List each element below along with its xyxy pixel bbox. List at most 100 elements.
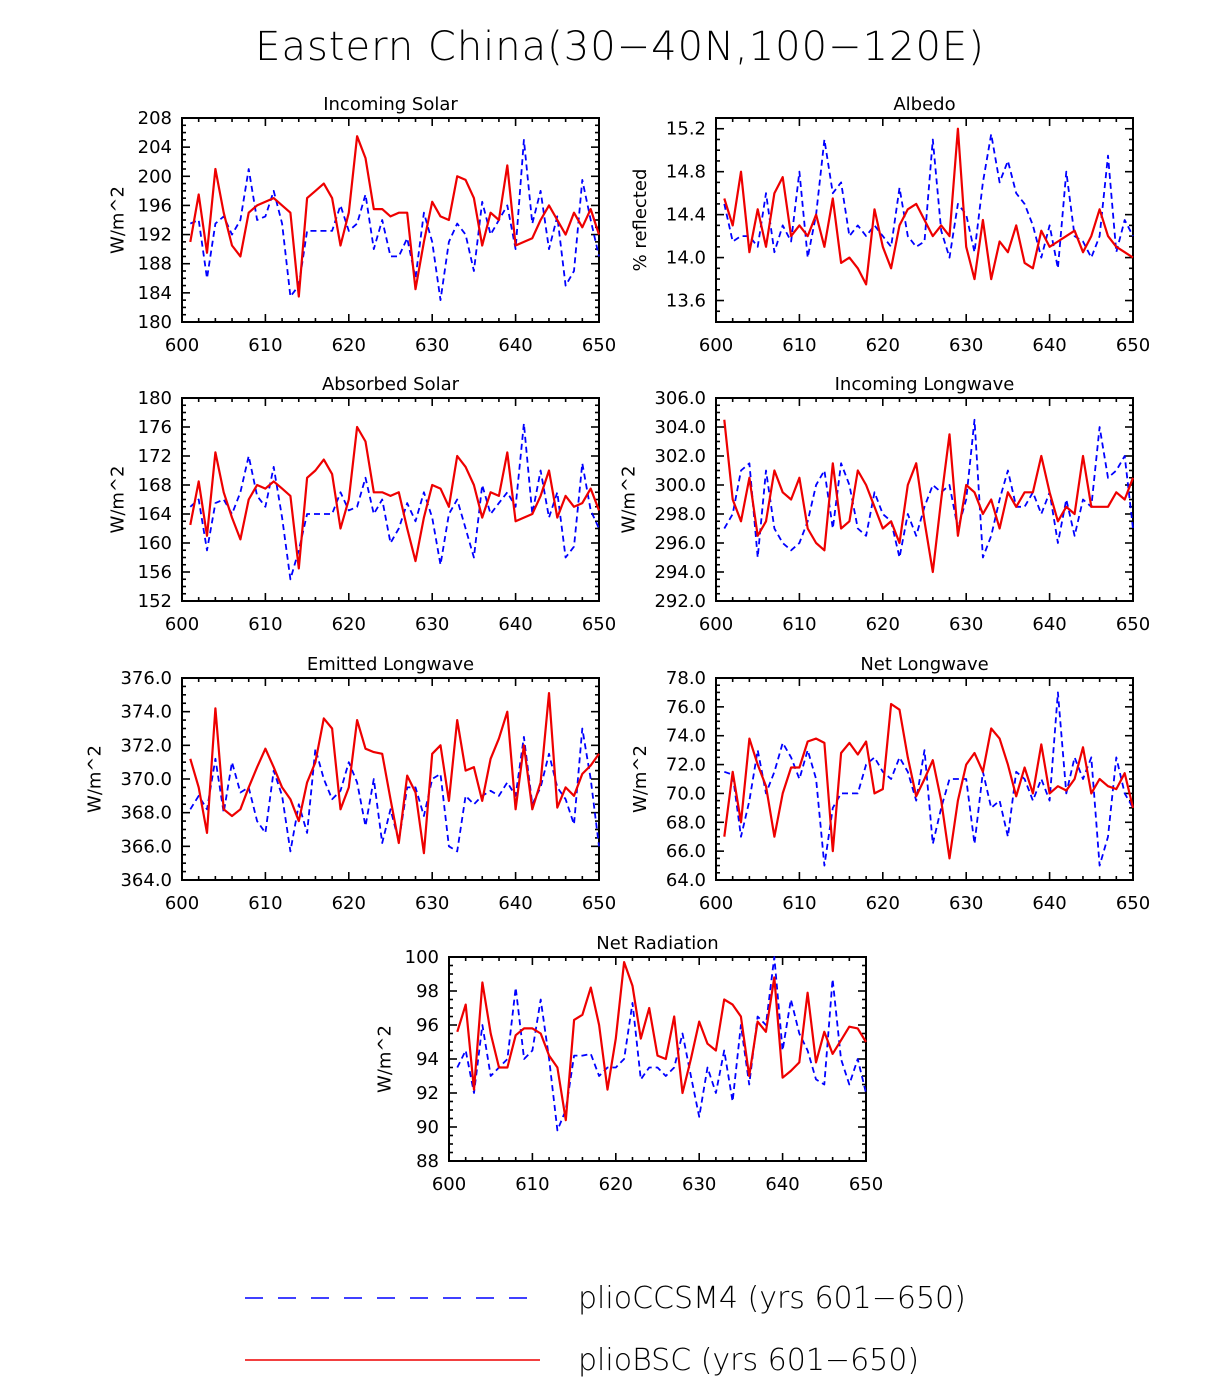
x-tick-label: 610 [782, 614, 816, 635]
y-tick-label: 180 [138, 388, 172, 409]
y-tick-label: 196 [138, 195, 172, 216]
y-tick-label: 164 [138, 504, 172, 525]
panels: 600 610 620 630 640 650 180 184 188 192 196 200 204 2… [85, 94, 1151, 1195]
x-tick-label: 610 [515, 1174, 549, 1195]
x-tick-label: 650 [849, 1174, 883, 1195]
series-line-plioccsm4 [724, 691, 1134, 867]
series-line-pliobsc [189, 425, 601, 570]
y-tick-label: 78.0 [666, 668, 706, 689]
series-line-plioccsm4 [189, 138, 600, 302]
y-tick-label: 296.0 [654, 533, 706, 554]
x-tick-label: 620 [599, 1174, 633, 1195]
y-tick-label: 64.0 [666, 870, 706, 891]
x-tick-label: 640 [498, 335, 532, 356]
x-tick-label: 620 [866, 335, 900, 356]
series-line-plioccsm4 [189, 422, 600, 581]
y-tick-label: 160 [138, 533, 172, 554]
series-line-pliobsc [723, 702, 1135, 860]
x-tick-label: 650 [582, 893, 616, 914]
legend: plioCCSM4 (yrs 601−650) plioBSC (yrs 601… [245, 1281, 966, 1378]
plot-frame [715, 117, 1134, 323]
x-tick-label: 620 [866, 893, 900, 914]
x-tick-label: 640 [1032, 893, 1066, 914]
plot-frame [715, 397, 1134, 602]
x-tick-label: 610 [248, 614, 282, 635]
plot-frame [181, 677, 600, 881]
y-axis-label: W/m^2 [630, 745, 651, 813]
panel-incoming-solar: 600 610 620 630 640 650 180 184 188 192 196 200 204 2… [108, 94, 617, 356]
y-axis-label: % reflected [630, 169, 651, 272]
y-tick-label: 68.0 [666, 812, 706, 833]
y-tick-label: 370.0 [120, 769, 172, 790]
y-tick-label: 374.0 [120, 702, 172, 723]
y-tick-label: 76.0 [666, 697, 706, 718]
series-line-pliobsc [189, 691, 600, 855]
y-tick-label: 180 [138, 312, 172, 333]
y-axis-label: W/m^2 [619, 466, 640, 534]
panel-title: Net Longwave [860, 654, 988, 675]
y-tick-label: 156 [138, 562, 172, 583]
figure-title: Eastern China(30−40N,100−120E) [255, 24, 985, 70]
y-axis-label: W/m^2 [85, 745, 106, 813]
y-tick-label: 300.0 [654, 475, 706, 496]
panel-absorbed-solar: 600 610 620 630 640 650 152 156 160 164 168 172 176 1… [108, 374, 617, 635]
y-tick-label: 184 [138, 283, 172, 304]
x-tick-label: 620 [866, 614, 900, 635]
x-tick-label: 630 [415, 893, 449, 914]
y-tick-label: 304.0 [654, 417, 706, 438]
panel-title: Albedo [893, 94, 955, 115]
x-tick-label: 630 [415, 614, 449, 635]
y-tick-label: 176 [138, 417, 172, 438]
x-tick-label: 600 [699, 614, 733, 635]
x-tick-label: 600 [165, 335, 199, 356]
x-tick-label: 640 [1032, 335, 1066, 356]
panel-title: Incoming Solar [323, 94, 458, 115]
y-tick-label: 152 [138, 591, 172, 612]
y-tick-label: 366.0 [120, 836, 172, 857]
panel-title: Incoming Longwave [835, 374, 1015, 395]
y-tick-label: 368.0 [120, 803, 172, 824]
series-line-pliobsc [723, 419, 1135, 574]
legend-entry-ccsm4: plioCCSM4 (yrs 601−650) [245, 1281, 966, 1316]
y-tick-label: 72.0 [666, 755, 706, 776]
x-tick-label: 630 [949, 893, 983, 914]
panel-title: Absorbed Solar [322, 374, 460, 395]
y-tick-label: 92 [416, 1083, 439, 1104]
y-tick-label: 306.0 [654, 388, 706, 409]
y-axis-label: W/m^2 [108, 186, 129, 254]
y-tick-label: 376.0 [120, 668, 172, 689]
panel-net-longwave: 600 610 620 630 640 650 64.0 66.0 68.0 70.0 72.0 74… [630, 654, 1150, 914]
x-tick-label: 630 [949, 335, 983, 356]
panel-albedo: 600 610 620 630 640 650 13.6 14.0 14.4 14.8 15.2 % … [630, 94, 1150, 356]
plot-frame [181, 397, 600, 602]
y-tick-label: 208 [138, 108, 172, 129]
y-tick-label: 66.0 [666, 841, 706, 862]
x-tick-label: 600 [699, 893, 733, 914]
x-tick-label: 600 [165, 614, 199, 635]
series-line-plioccsm4 [723, 418, 1134, 559]
panel-emitted-longwave: 600 610 620 630 640 650 364.0 366.0 368.0 370.0 37… [85, 654, 617, 914]
y-tick-label: 94 [416, 1049, 439, 1070]
y-tick-label: 90 [416, 1117, 439, 1138]
x-tick-label: 610 [782, 335, 816, 356]
x-tick-label: 650 [1116, 614, 1150, 635]
x-tick-label: 630 [415, 335, 449, 356]
x-tick-label: 650 [1116, 893, 1150, 914]
x-tick-label: 600 [165, 893, 199, 914]
y-tick-label: 294.0 [654, 562, 706, 583]
y-tick-label: 292.0 [654, 591, 706, 612]
panel-incoming-longwave: 600 610 620 630 640 650 292.0 294.0 296.0 298.0 30… [619, 374, 1151, 635]
y-tick-label: 14.0 [666, 248, 706, 269]
y-tick-label: 192 [138, 225, 172, 246]
x-tick-label: 600 [432, 1174, 466, 1195]
x-tick-label: 630 [682, 1174, 716, 1195]
y-tick-label: 98 [416, 981, 439, 1002]
y-tick-label: 298.0 [654, 504, 706, 525]
y-tick-label: 15.2 [666, 119, 706, 140]
y-tick-label: 364.0 [120, 870, 172, 891]
y-tick-label: 74.0 [666, 726, 706, 747]
x-tick-label: 640 [498, 893, 532, 914]
y-tick-label: 13.6 [666, 291, 706, 312]
legend-entry-bsc: plioBSC (yrs 601−650) [245, 1343, 919, 1378]
x-tick-label: 610 [782, 893, 816, 914]
